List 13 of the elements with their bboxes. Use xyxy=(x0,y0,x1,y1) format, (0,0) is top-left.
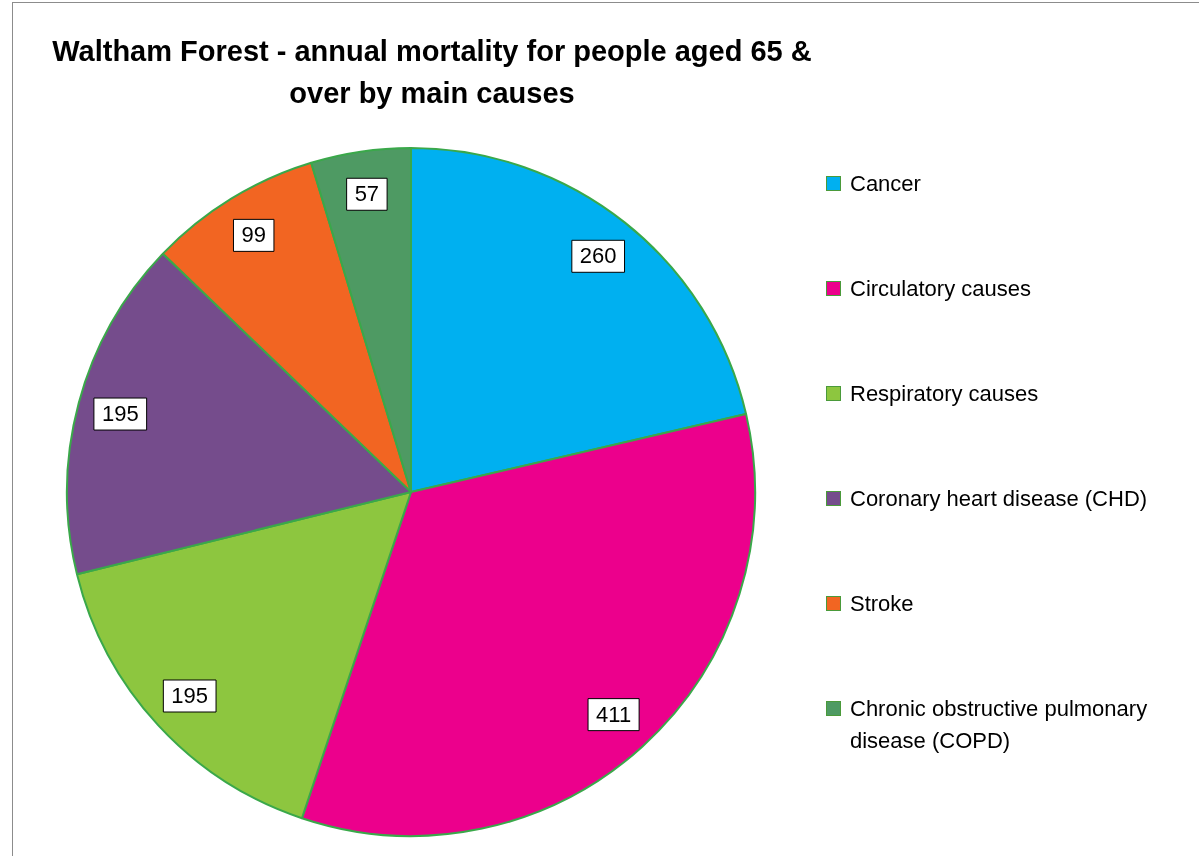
data-label: 195 xyxy=(101,401,139,427)
legend-label: Stroke xyxy=(850,590,915,618)
legend-label: Cancer xyxy=(850,170,922,198)
legend-label: Chronic obstructive pulmonary disease (COPD) xyxy=(850,695,1149,755)
legend-label: Circulatory causes xyxy=(850,275,1032,303)
data-label: 260 xyxy=(579,243,617,269)
data-label: 411 xyxy=(596,701,632,727)
chart-title: Waltham Forest - annual mortality for people aged 65 & over by main causes xyxy=(51,34,813,111)
legend-label: Respiratory causes xyxy=(850,380,1040,408)
data-label: 195 xyxy=(171,683,209,709)
legend-label: Coronary heart disease (CHD) xyxy=(850,485,1149,513)
data-label: 99 xyxy=(241,222,266,248)
data-label: 57 xyxy=(354,181,380,207)
